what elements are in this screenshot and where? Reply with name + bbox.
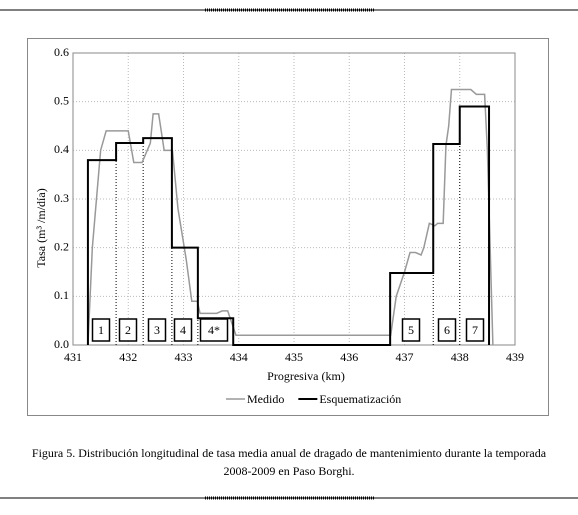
bottom-rule xyxy=(0,496,578,500)
segment-box xyxy=(173,318,193,342)
y-tick-label: 0.0 xyxy=(54,337,69,351)
segment-box xyxy=(199,318,229,342)
y-tick-label: 0.2 xyxy=(54,239,69,253)
segment-label: 6 xyxy=(444,323,450,337)
x-tick-label: 434 xyxy=(230,350,248,364)
segment-label: 5 xyxy=(408,323,414,337)
x-axis-label: Progresiva (km) xyxy=(267,369,345,383)
legend-label: Medido xyxy=(247,392,284,406)
legend-label: Esquematización xyxy=(319,392,401,406)
caption-line: 2008-2009 en Paso Borghi. xyxy=(223,464,355,478)
chart: Progresiva (km) Tasa (m³ /m/día) 0.0 0.1 0… xyxy=(0,8,578,416)
x-tick-label: 435 xyxy=(285,350,303,364)
series-line xyxy=(87,88,494,346)
x-tick-label: 433 xyxy=(175,350,193,364)
x-tick-label: 437 xyxy=(396,350,414,364)
segment-box xyxy=(91,318,111,342)
chart-frame xyxy=(27,38,549,416)
y-tick-label: 0.4 xyxy=(54,142,69,156)
segment-label: 2 xyxy=(125,323,131,337)
y-tick-label: 0.3 xyxy=(54,191,69,205)
segment-box xyxy=(465,318,485,342)
x-tick-label: 439 xyxy=(506,350,524,364)
segment-label: 4 xyxy=(180,323,186,337)
y-tick-label: 0.1 xyxy=(54,288,69,302)
segment-box xyxy=(437,318,457,342)
y-tick-label: 0.6 xyxy=(54,45,69,59)
x-tick-label: 438 xyxy=(451,350,469,364)
segment-box xyxy=(147,318,167,342)
y-tick-label: 0.5 xyxy=(54,93,69,107)
caption-line: Figura 5. Distribución longitudinal de t… xyxy=(31,446,547,460)
segment-label: 4* xyxy=(208,323,220,337)
segment-label: 7 xyxy=(472,323,478,337)
x-tick-label: 432 xyxy=(119,350,137,364)
segment-label: 1 xyxy=(98,323,104,337)
series-line xyxy=(86,105,491,346)
segment-box xyxy=(401,318,421,342)
x-tick-label: 436 xyxy=(340,350,358,364)
x-tick-label: 431 xyxy=(64,350,82,364)
y-axis-label: Tasa (m³ /m/día) xyxy=(34,188,48,267)
segment-box xyxy=(118,318,138,342)
segment-label: 3 xyxy=(154,323,160,337)
